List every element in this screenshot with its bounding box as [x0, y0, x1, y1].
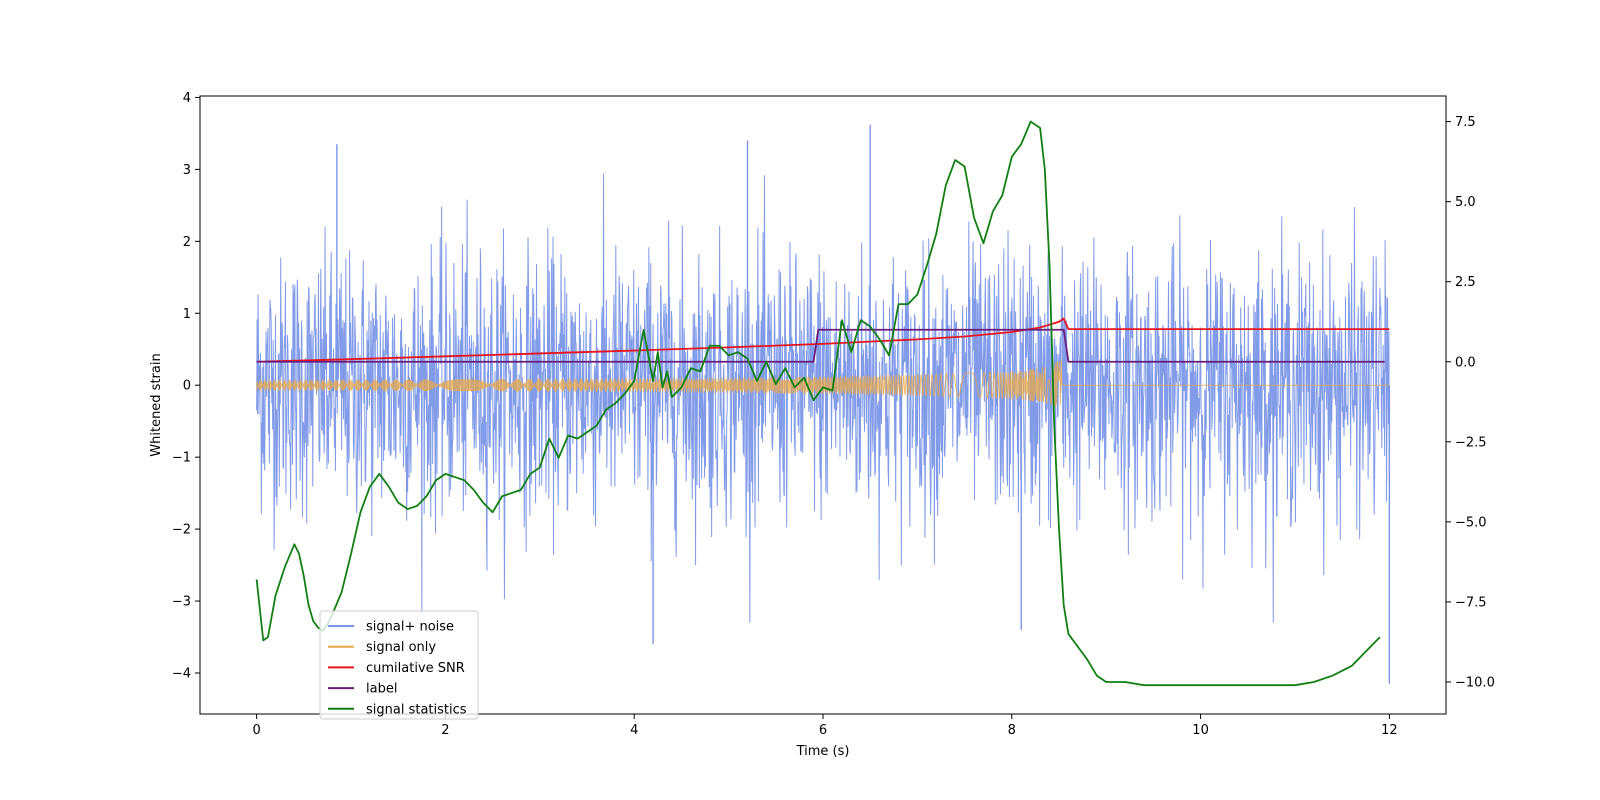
y2-tick-label: 0.0 [1455, 355, 1476, 370]
series-signal-only [256, 359, 1390, 408]
x-tick-label: 2 [441, 723, 449, 738]
series-layer [255, 120, 1391, 687]
y2-tick-label: 2.5 [1455, 275, 1476, 290]
x-axis-label: Time (s) [796, 744, 850, 759]
y-tick-label: 0 [183, 379, 191, 394]
x-tick-label: 6 [819, 723, 827, 738]
y2-tick-label: −10.0 [1455, 675, 1495, 690]
y-tick-label: 2 [183, 235, 191, 250]
legend-label-cumilative-snr: cumilative SNR [366, 661, 465, 676]
y-axis-label: Whitened strain [149, 353, 164, 456]
y2-tick-label: −5.0 [1455, 515, 1487, 530]
legend-box [319, 610, 479, 720]
y-axis-left: −4 −3 −2 −1 0 1 2 3 4 [172, 91, 200, 681]
x-axis: 0 2 4 6 8 10 12 [252, 714, 1398, 738]
y-tick-label: 1 [183, 307, 191, 322]
y-axis-right: −10.0 −7.5 −5.0 −2.5 0.0 2.5 5.0 7.5 [1446, 115, 1495, 690]
y-tick-label: −3 [172, 595, 191, 610]
x-tick-label: 12 [1381, 723, 1398, 738]
y-tick-label: 4 [183, 91, 191, 106]
legend-label-label: label [366, 682, 397, 697]
y-tick-label: −4 [172, 666, 191, 681]
y2-tick-label: 7.5 [1455, 115, 1476, 130]
legend: signal+ noise signal only cumilative SNR la… [319, 610, 479, 720]
y2-tick-label: −2.5 [1455, 435, 1487, 450]
x-tick-label: 0 [252, 723, 260, 738]
x-tick-label: 10 [1192, 723, 1209, 738]
x-tick-label: 8 [1008, 723, 1016, 738]
y-tick-label: −2 [172, 523, 191, 538]
series-label [256, 328, 1385, 363]
legend-label-signal-statistics: signal statistics [366, 702, 467, 717]
y2-tick-label: 5.0 [1455, 195, 1476, 210]
legend-label-signal-only: signal only [366, 640, 436, 655]
y-tick-label: −1 [172, 451, 191, 466]
series-cumilative-snr [256, 317, 1390, 363]
y2-tick-label: −7.5 [1455, 595, 1487, 610]
series-signal-statistics [255, 120, 1381, 687]
legend-label-signal-noise: signal+ noise [366, 620, 454, 635]
x-tick-label: 4 [630, 723, 638, 738]
y-tick-label: 3 [183, 163, 191, 178]
